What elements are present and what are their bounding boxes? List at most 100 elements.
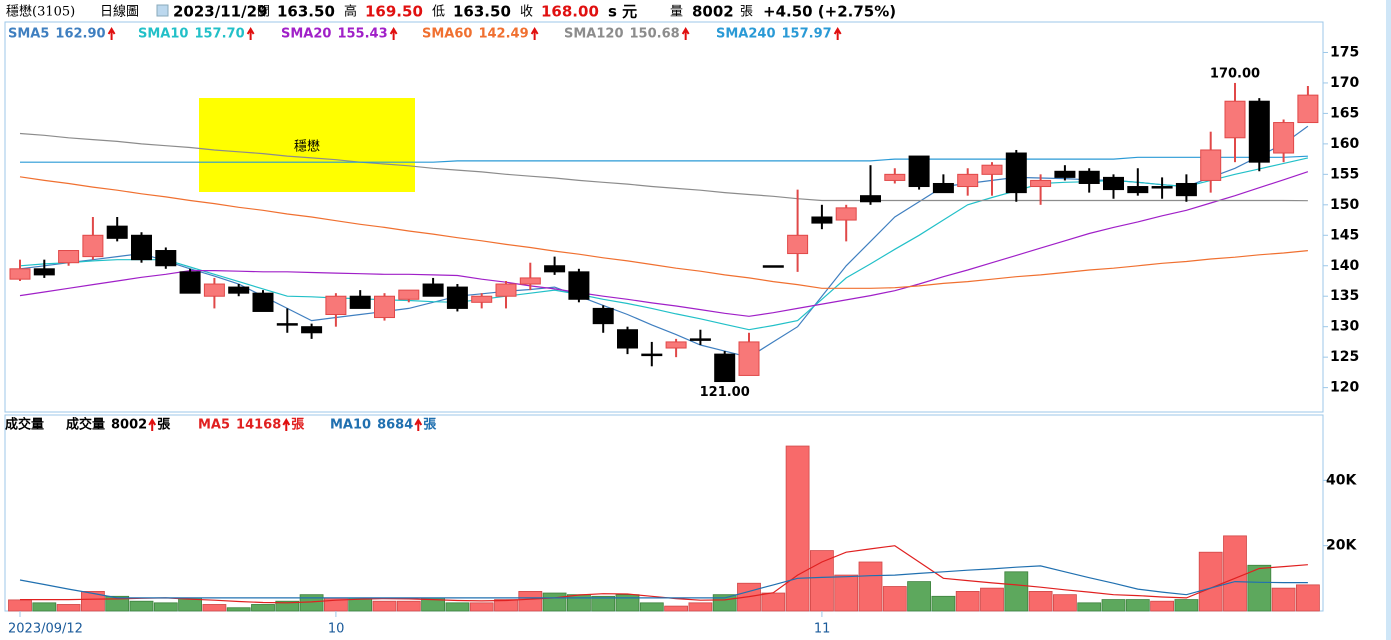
candle-body [203, 283, 225, 297]
candle-body [1297, 94, 1319, 124]
ma-line [19, 132, 1308, 202]
volume-bar [810, 550, 834, 612]
watermark-box [199, 98, 415, 192]
volume-bar [275, 600, 300, 612]
candle-body [374, 295, 395, 319]
candle-body [811, 216, 833, 224]
legend-name: SMA5 [8, 27, 49, 42]
period: 日線圖 [100, 4, 139, 20]
legend-value: 157.97 [782, 27, 832, 42]
volume-bar [1125, 599, 1150, 612]
candle-body [835, 207, 857, 221]
close-label: 收 [520, 5, 533, 20]
volume-bar [882, 586, 907, 612]
volume-bar [372, 600, 397, 612]
volume: 8002 [692, 3, 734, 21]
legend-name: MA5 [198, 418, 230, 433]
legend-value: 8002 [111, 418, 147, 433]
y-tick-label: 165 [1330, 105, 1359, 121]
volume-bar [664, 605, 688, 612]
candle-body [689, 338, 711, 341]
y-tick-label: 135 [1330, 288, 1359, 304]
up-arrow [530, 27, 539, 40]
volume-bar [226, 607, 251, 612]
volume-bar [712, 594, 737, 612]
candle-body [276, 323, 298, 326]
volume-bar [494, 599, 518, 612]
candle-body [1273, 122, 1295, 154]
high-label: 高 [344, 4, 357, 20]
volume-bar [445, 602, 470, 612]
y-tick-label: 120 [1330, 380, 1359, 396]
volume-bar [785, 445, 810, 612]
volume-bar [299, 594, 324, 612]
candle-body [106, 225, 128, 239]
candle-body [398, 289, 420, 300]
legend-name: MA10 [330, 418, 371, 433]
volume-bar [834, 574, 859, 612]
volume-bar [153, 602, 178, 612]
candle-body [252, 292, 274, 312]
volume-bar [615, 594, 640, 612]
candle-body [495, 283, 517, 297]
ma-line [19, 176, 1308, 289]
candle-body [665, 341, 687, 349]
close: 168.00 [541, 3, 599, 21]
candle-body [1248, 100, 1270, 163]
volume-bar [81, 591, 105, 612]
candle-body [1054, 170, 1076, 178]
candle-body [131, 234, 152, 261]
up-arrow [282, 418, 291, 431]
volume-bar [955, 591, 980, 612]
candle-body [519, 277, 541, 285]
candle-body [1005, 152, 1027, 194]
y-tick-label: 145 [1330, 227, 1359, 243]
volume-bar [1296, 584, 1320, 612]
volume-bar [858, 561, 883, 612]
symbol: 穩懋(3105) [6, 4, 75, 20]
y-tick-label: 150 [1330, 197, 1359, 213]
candle-body [9, 268, 31, 280]
low: 163.50 [453, 3, 511, 21]
volume-bar [1150, 600, 1174, 612]
candle-body [301, 326, 323, 334]
candle-body [1103, 176, 1124, 191]
volume-bar [8, 599, 32, 612]
y-tick-label: 20K [1326, 538, 1357, 554]
candle-body [568, 271, 590, 300]
volume-bar [980, 587, 1004, 612]
candle-body [1078, 170, 1100, 184]
candle-body [787, 234, 809, 255]
legend-value: 8684 [377, 418, 413, 433]
up-arrow [246, 27, 255, 40]
legend-name: SMA240 [716, 27, 776, 42]
candle-body [908, 155, 930, 188]
candle-body [884, 173, 906, 181]
up-arrow [389, 27, 398, 40]
legend-name: SMA60 [422, 27, 472, 42]
volume-bar [591, 595, 616, 612]
legend-name: SMA10 [138, 27, 188, 42]
volume-panel [4, 414, 1324, 612]
candle-body [981, 164, 1003, 175]
volume-bar [639, 602, 664, 612]
date: 2023/11/29 [173, 3, 267, 21]
y-tick-label: 140 [1330, 258, 1359, 274]
volume-bar [1077, 602, 1102, 612]
high: 169.50 [365, 3, 423, 21]
annotation: 170.00 [1210, 66, 1260, 81]
candle-body [325, 295, 347, 315]
volume-unit: 張 [740, 5, 753, 20]
ma-line [19, 565, 1308, 599]
candle-body [957, 173, 979, 188]
candle-body [1151, 186, 1173, 189]
volume-bar [32, 602, 57, 612]
volume-bar [469, 602, 494, 612]
x-tick-label: 2023/09/12 [8, 622, 83, 637]
candle-body [228, 286, 250, 294]
volume-bar [396, 600, 421, 612]
legend-value: 155.43 [337, 27, 387, 42]
y-tick-label: 40K [1326, 472, 1357, 488]
y-tick-label: 160 [1330, 136, 1359, 152]
